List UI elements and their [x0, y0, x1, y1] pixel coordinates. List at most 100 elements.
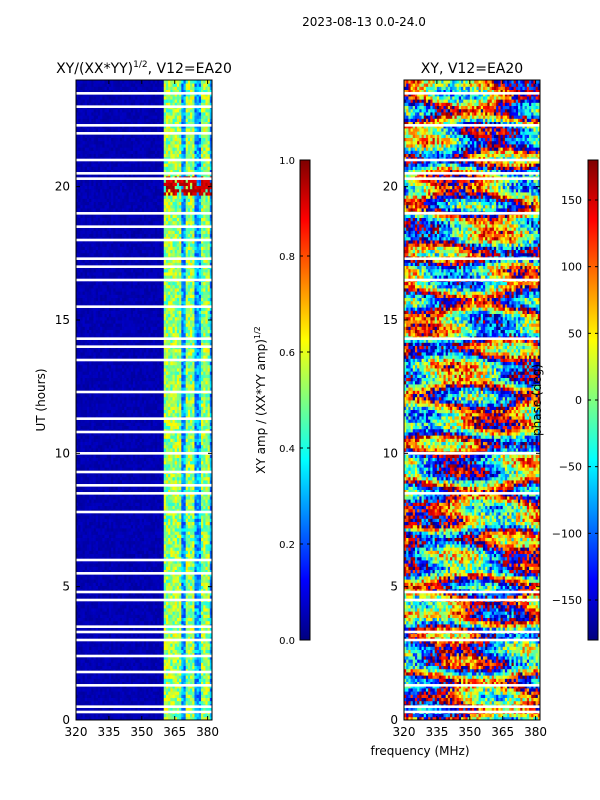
- heat-cell: [172, 659, 176, 663]
- heat-cell: [163, 496, 167, 500]
- heat-cell: [183, 480, 187, 484]
- heat-cell: [144, 608, 147, 612]
- heat-cell: [124, 592, 127, 596]
- heat-cell: [89, 502, 92, 506]
- heat-cell: [133, 553, 136, 558]
- heat-cell: [95, 521, 99, 526]
- heat-cell: [201, 534, 204, 538]
- heat-cell: [139, 713, 143, 718]
- heat-cell: [152, 659, 156, 663]
- heat-cell: [137, 617, 141, 622]
- heat-cell: [104, 553, 108, 558]
- heat-cell: [104, 460, 108, 465]
- heat-cell: [106, 464, 110, 468]
- heat-cell: [93, 614, 97, 618]
- heat-cell: [117, 518, 121, 522]
- heat-cell: [181, 633, 184, 638]
- heat-cell: [152, 649, 156, 654]
- heat-cell: [201, 547, 204, 551]
- heat-cell: [78, 528, 81, 532]
- heat-cell: [154, 707, 158, 711]
- heat-cell: [128, 547, 132, 551]
- heat-cell: [201, 576, 204, 580]
- heat-cell: [168, 566, 171, 570]
- heat-cell: [102, 556, 105, 561]
- heat-cell: [130, 608, 134, 612]
- heat-cell: [97, 662, 101, 666]
- heat-cell: [80, 700, 83, 705]
- heat-cell: [135, 489, 138, 494]
- heat-cell: [163, 627, 167, 631]
- heat-cell: [165, 700, 169, 705]
- heat-cell: [141, 691, 145, 695]
- heat-cell: [154, 576, 158, 580]
- heat-cell: [93, 476, 97, 481]
- heat-cell: [168, 473, 171, 478]
- heat-cell: [106, 502, 110, 506]
- heat-cell: [179, 473, 182, 478]
- heat-cell: [192, 553, 195, 558]
- heat-cell: [95, 537, 99, 542]
- heat-cell: [95, 662, 99, 666]
- heat-cell: [161, 713, 165, 718]
- heat-cell: [113, 668, 116, 673]
- heat-cell: [84, 646, 88, 650]
- heat-cell: [84, 604, 88, 609]
- heat-cell: [106, 524, 110, 529]
- heat-cell: [187, 678, 191, 682]
- heat-cell: [86, 515, 90, 519]
- heat-cell: [124, 480, 127, 484]
- heat-cell: [196, 534, 200, 538]
- heat-cell: [172, 486, 176, 490]
- heat-cell: [117, 592, 121, 596]
- heat-cell: [144, 662, 147, 666]
- heat-cell: [86, 662, 90, 666]
- heat-cell: [196, 627, 200, 631]
- heat-cell: [133, 656, 136, 660]
- heat-cell: [124, 608, 127, 612]
- heat-cell: [124, 707, 127, 711]
- heat-cell: [104, 569, 108, 574]
- heat-cell: [185, 579, 189, 583]
- heat-cell: [139, 563, 143, 567]
- heat-cell: [135, 675, 138, 679]
- heat-cell: [172, 668, 176, 673]
- heat-cell: [102, 662, 105, 666]
- heat-cell: [135, 553, 138, 558]
- heat-cell: [130, 480, 134, 484]
- heat-cell: [106, 547, 110, 551]
- heat-cell: [168, 608, 171, 612]
- heat-cell: [111, 617, 114, 622]
- heat-cell: [174, 560, 178, 564]
- heat-cell: [115, 601, 119, 606]
- heat-cell: [115, 608, 119, 612]
- heat-cell: [93, 550, 97, 554]
- heat-cell: [170, 499, 173, 503]
- heat-cell: [137, 540, 141, 545]
- heat-cell: [201, 652, 204, 657]
- heat-cell: [179, 582, 182, 586]
- heat-cell: [163, 550, 167, 554]
- heat-cell: [111, 643, 114, 647]
- heat-cell: [203, 694, 206, 698]
- heat-cell: [157, 512, 160, 516]
- heat-cell: [161, 617, 165, 622]
- heat-cell: [170, 467, 173, 471]
- heat-cell: [135, 537, 138, 542]
- heat-cell: [108, 588, 112, 593]
- heat-cell: [174, 691, 178, 695]
- heat-cell: [176, 467, 180, 471]
- heat-cell: [179, 521, 182, 526]
- heat-cell: [144, 672, 147, 676]
- heat-cell: [89, 524, 92, 529]
- heat-cell: [190, 643, 193, 647]
- heat-cell: [122, 662, 125, 666]
- heat-cell: [170, 665, 173, 670]
- heat-cell: [117, 688, 121, 692]
- heat-cell: [128, 601, 132, 606]
- heat-cell: [176, 489, 180, 494]
- heat-cell: [154, 518, 158, 522]
- heat-cell: [196, 499, 200, 503]
- heat-cell: [205, 547, 209, 551]
- heat-cell: [183, 656, 187, 660]
